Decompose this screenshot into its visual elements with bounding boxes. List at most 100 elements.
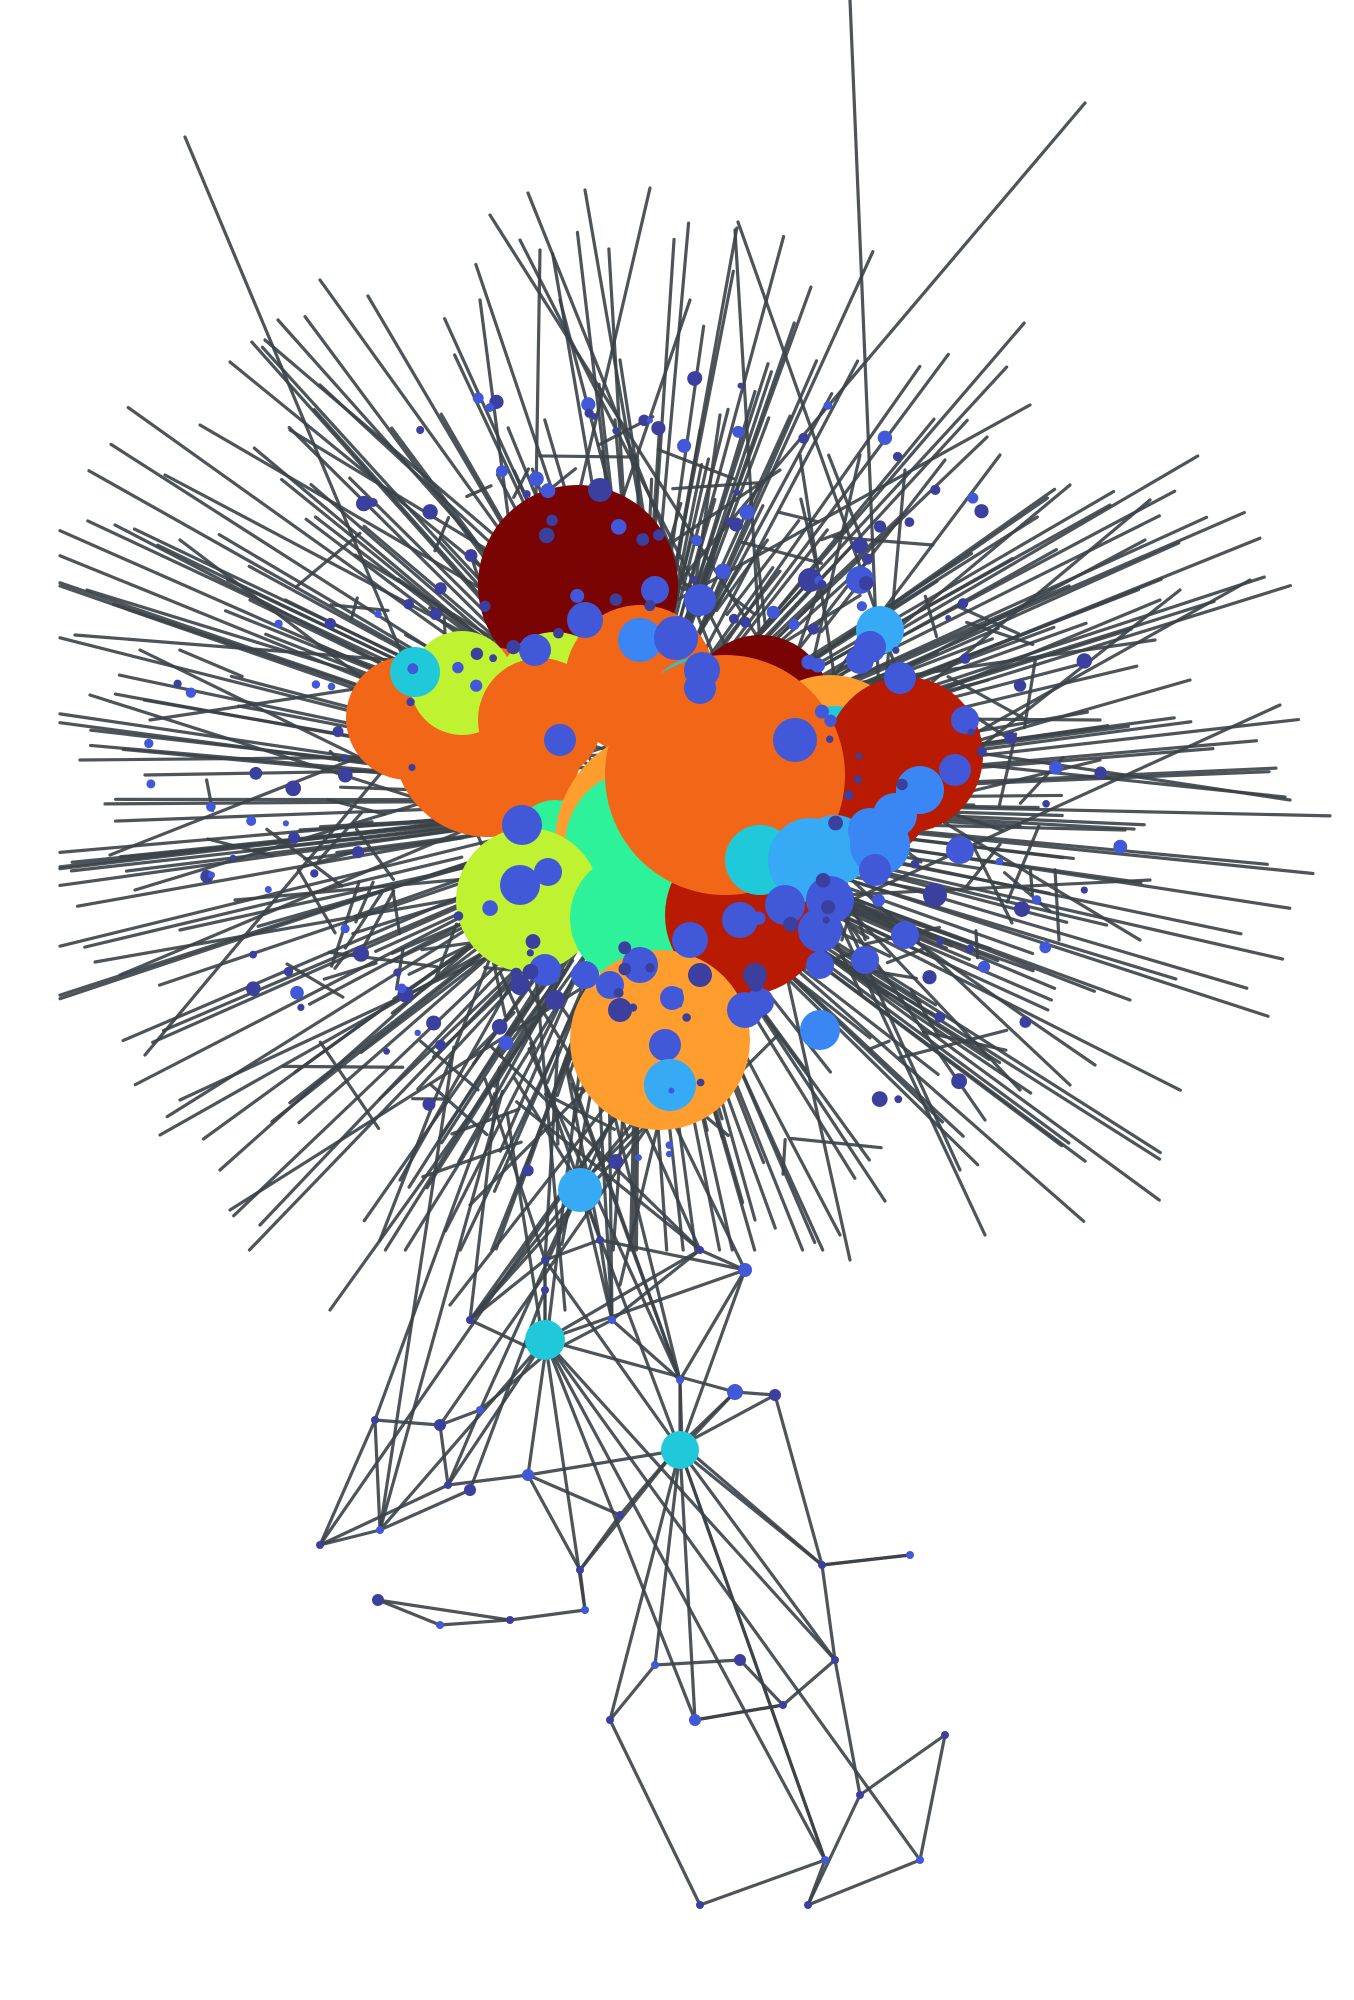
tail-hub-node bbox=[738, 1263, 752, 1277]
leaf-node bbox=[815, 873, 831, 888]
leaf-node bbox=[498, 1035, 514, 1051]
graph-edge bbox=[543, 1338, 827, 1862]
leaf-node bbox=[581, 397, 596, 412]
graph-edge bbox=[355, 827, 396, 882]
leaf-node bbox=[453, 911, 464, 921]
leaf-node bbox=[434, 582, 447, 595]
leaf-node bbox=[863, 963, 874, 973]
leaf-node bbox=[491, 1019, 508, 1035]
graph-edge bbox=[656, 447, 735, 481]
graph-edge bbox=[785, 921, 1162, 1161]
leaf-node bbox=[506, 640, 521, 655]
leaf-node bbox=[1013, 679, 1027, 692]
leaf-node bbox=[788, 618, 800, 631]
node bbox=[588, 478, 612, 502]
leaf-node bbox=[959, 653, 971, 664]
graph-edge bbox=[1028, 868, 1034, 897]
graph-edge bbox=[607, 1105, 614, 1322]
tail-node bbox=[856, 1791, 864, 1799]
leaf-node bbox=[470, 679, 483, 692]
graph-edge bbox=[678, 1448, 697, 1722]
leaf-node bbox=[540, 483, 556, 499]
graph-edge bbox=[728, 594, 756, 616]
graph-edge bbox=[300, 850, 354, 869]
graph-edge bbox=[820, 1563, 837, 1662]
tail-node bbox=[769, 1389, 781, 1401]
graph-edge bbox=[797, 583, 822, 649]
graph-edge bbox=[697, 563, 744, 636]
node bbox=[544, 724, 576, 756]
graph-edge bbox=[443, 975, 576, 1233]
graph-edge bbox=[832, 535, 935, 547]
graph-edge bbox=[373, 1418, 382, 1532]
graph-edge bbox=[322, 961, 378, 981]
leaf-node bbox=[810, 657, 826, 673]
leaf-node bbox=[740, 616, 751, 628]
leaf-node bbox=[612, 427, 620, 435]
graph-edge bbox=[698, 1858, 827, 1907]
graph-edge bbox=[680, 1393, 777, 1447]
graph-edge bbox=[806, 1793, 862, 1907]
graph-edge bbox=[434, 922, 459, 979]
leaf-node bbox=[1014, 901, 1030, 917]
node bbox=[529, 954, 561, 986]
node bbox=[567, 602, 603, 638]
graph-edge bbox=[526, 1473, 582, 1572]
leaf-node bbox=[297, 1003, 305, 1012]
graph-edge bbox=[133, 898, 495, 1087]
tail-node bbox=[576, 1566, 584, 1574]
leaf-node bbox=[146, 779, 156, 789]
graph-edge bbox=[678, 1268, 747, 1382]
graph-edge bbox=[740, 540, 823, 565]
leaf-node bbox=[823, 401, 833, 410]
tail-node bbox=[916, 1856, 924, 1864]
graph-edge bbox=[354, 880, 375, 924]
leaf-node bbox=[748, 976, 764, 992]
graph-edge bbox=[330, 880, 361, 968]
node bbox=[859, 854, 891, 886]
leaf-node bbox=[677, 438, 692, 453]
leaf-node bbox=[1031, 895, 1042, 905]
leaf-node bbox=[208, 871, 215, 879]
graph-edge bbox=[806, 1858, 827, 1907]
graph-edge bbox=[378, 1488, 472, 1532]
node bbox=[654, 616, 698, 660]
leaf-node bbox=[408, 763, 416, 772]
node bbox=[519, 634, 551, 666]
graph-edge bbox=[512, 1076, 582, 1187]
tail-node bbox=[376, 1526, 384, 1534]
node bbox=[545, 990, 565, 1010]
leaf-node bbox=[407, 663, 419, 675]
graph-edge bbox=[296, 867, 337, 935]
leaf-node bbox=[859, 576, 874, 591]
leaf-node bbox=[645, 963, 655, 973]
leaf-node bbox=[821, 900, 836, 915]
graph-edge bbox=[438, 1618, 512, 1627]
leaf-node bbox=[426, 1015, 442, 1031]
leaf-node bbox=[1004, 731, 1017, 744]
graph-edge bbox=[378, 1045, 456, 1532]
graph-edge bbox=[508, 1608, 587, 1622]
graph-edge bbox=[806, 1858, 922, 1907]
leaf-node bbox=[934, 1011, 946, 1023]
graph-edge bbox=[285, 962, 345, 999]
graph-edge bbox=[318, 1040, 381, 1131]
leaf-node bbox=[1019, 1016, 1032, 1028]
tail-node bbox=[818, 1561, 826, 1569]
node bbox=[534, 858, 562, 886]
graph-edge bbox=[671, 480, 766, 491]
leaf-node bbox=[651, 421, 666, 436]
node bbox=[800, 1010, 840, 1050]
leaf-node bbox=[974, 504, 989, 519]
graph-edge bbox=[103, 799, 465, 806]
node bbox=[722, 902, 758, 938]
leaf-node bbox=[783, 916, 799, 932]
graph-edge bbox=[526, 1353, 547, 1477]
graph-edge bbox=[543, 1092, 617, 1131]
leaf-node bbox=[414, 1029, 421, 1037]
leaf-node bbox=[470, 647, 484, 660]
graph-edge bbox=[83, 855, 464, 949]
graph-edge bbox=[498, 971, 537, 1050]
graph-edge bbox=[698, 1248, 747, 1272]
leaf-node bbox=[435, 1039, 446, 1051]
